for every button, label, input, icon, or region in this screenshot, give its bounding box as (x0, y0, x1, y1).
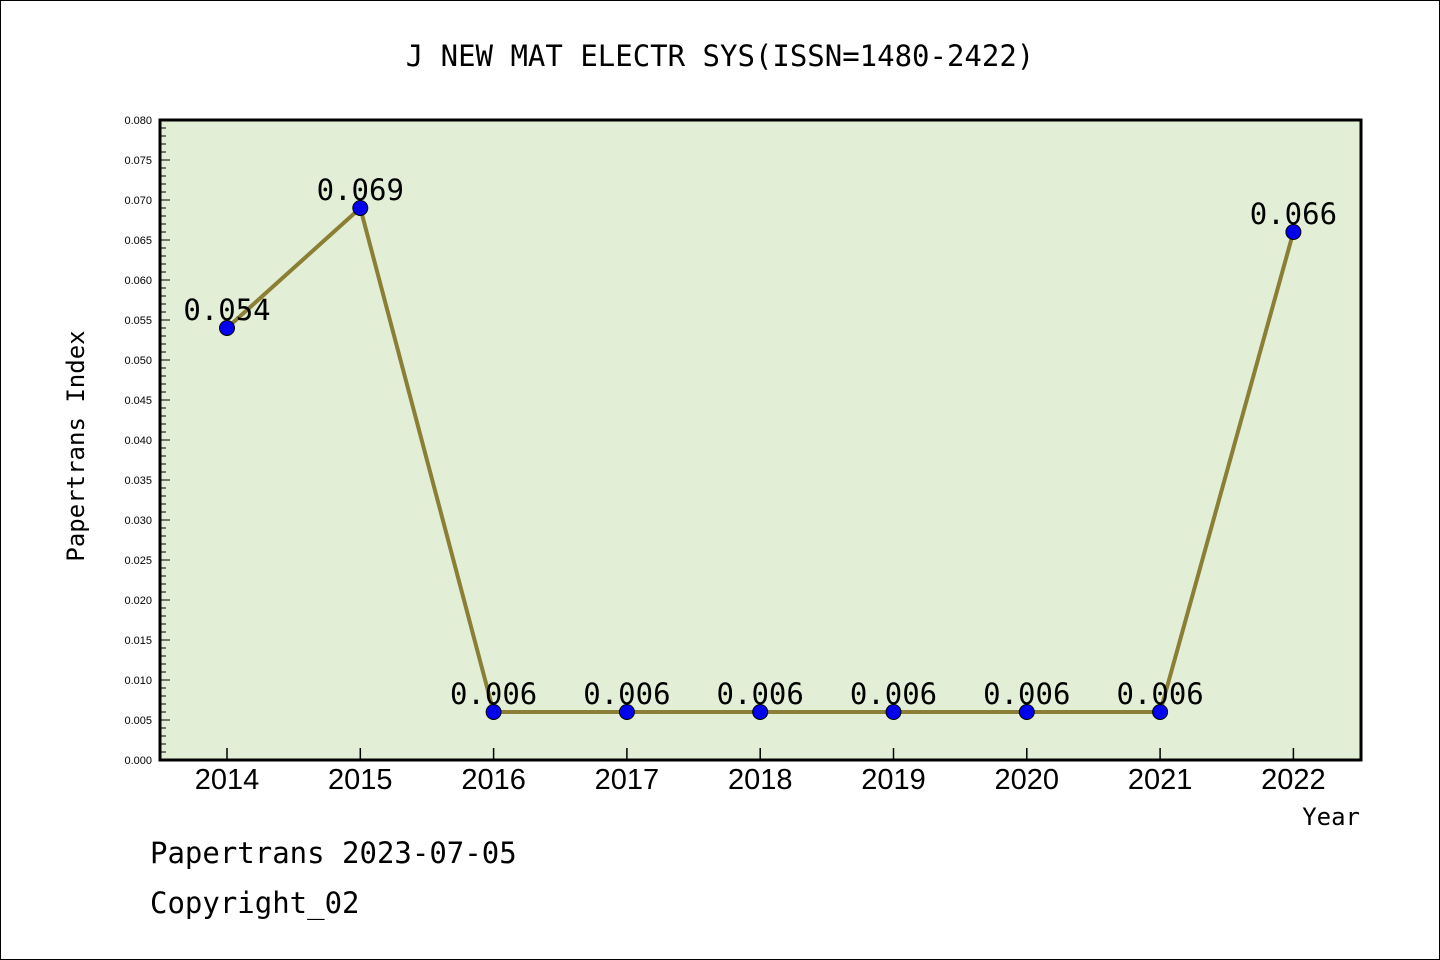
footer-source: Papertrans 2023-07-05 (150, 836, 517, 870)
data-label: 0.006 (450, 677, 537, 711)
y-tick-label: 0.025 (124, 555, 152, 567)
x-tick-label: 2021 (1128, 764, 1193, 796)
y-tick-label: 0.020 (124, 595, 152, 607)
data-label: 0.066 (1250, 197, 1337, 231)
y-tick-label: 0.040 (124, 435, 152, 447)
y-tick-label: 0.035 (124, 475, 152, 487)
footer-copyright: Copyright_02 (150, 886, 360, 920)
y-minor-ticks (160, 119, 170, 761)
y-axis: 0.000 0.005 0.010 0.015 0.020 0.025 0.030 0.035… (124, 115, 152, 767)
x-tick-label: 2022 (1261, 764, 1326, 796)
y-tick-label: 0.075 (124, 155, 152, 167)
data-point (1285, 224, 1302, 240)
data-point (1152, 704, 1169, 720)
y-tick-label: 0.070 (124, 195, 152, 207)
x-tick-label: 2016 (461, 764, 526, 796)
data-point (485, 704, 502, 720)
data-label: 0.006 (583, 677, 670, 711)
y-tick-label: 0.005 (124, 715, 152, 727)
y-tick-label: 0.045 (124, 395, 152, 407)
y-axis-label: Papertrans Index (62, 330, 90, 561)
x-tick-label: 2014 (195, 764, 260, 796)
y-tick-label: 0.010 (124, 675, 152, 687)
data-label: 0.006 (717, 677, 804, 711)
chart-title: J NEW MAT ELECTR SYS(ISSN=1480-2422) (406, 39, 1035, 73)
data-label: 0.069 (317, 173, 404, 207)
data-point (885, 704, 902, 720)
data-label: 0.006 (850, 677, 937, 711)
x-axis-label: Year (1302, 803, 1360, 831)
y-tick-label: 0.080 (124, 115, 152, 127)
data-point (618, 704, 635, 720)
data-point (1018, 704, 1035, 720)
series-markers (219, 200, 1302, 720)
y-tick-label: 0.060 (124, 275, 152, 287)
y-tick-label: 0.030 (124, 515, 152, 527)
y-tick-label: 0.055 (124, 315, 152, 327)
y-tick-label: 0.000 (124, 755, 152, 767)
y-tick-label: 0.050 (124, 355, 152, 367)
data-point (352, 200, 369, 216)
plot-area (158, 118, 1363, 762)
x-tick-label: 2015 (328, 764, 393, 796)
y-tick-label: 0.065 (124, 235, 152, 247)
data-label: 0.006 (983, 677, 1070, 711)
data-point (752, 704, 769, 720)
data-label: 0.054 (183, 293, 270, 327)
x-tick-label: 2019 (861, 764, 926, 796)
y-tick-label: 0.015 (124, 635, 152, 647)
x-tick-label: 2020 (995, 764, 1060, 796)
x-tick-label: 2017 (595, 764, 660, 796)
data-label: 0.006 (1116, 677, 1203, 711)
x-tick-label: 2018 (728, 764, 793, 796)
data-labels: 0.054 0.069 0.006 0.006 0.006 0.006 0.006 0.006… (183, 173, 1337, 711)
x-axis: 2014 2015 2016 2017 2018 2019 2020 2021 2022 (195, 748, 1326, 796)
data-point (219, 320, 235, 336)
